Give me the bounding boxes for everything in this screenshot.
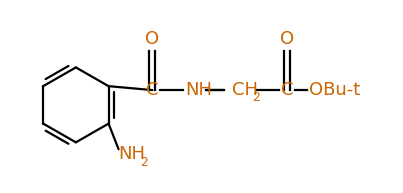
Text: NH: NH <box>118 145 145 163</box>
Text: OBu-t: OBu-t <box>309 81 361 99</box>
Text: CH: CH <box>232 81 258 99</box>
Text: 2: 2 <box>251 91 260 104</box>
Text: C: C <box>146 81 159 99</box>
Text: O: O <box>145 30 160 48</box>
Text: NH: NH <box>185 81 212 99</box>
Text: 2: 2 <box>140 156 148 168</box>
Text: O: O <box>280 30 295 48</box>
Text: C: C <box>281 81 294 99</box>
